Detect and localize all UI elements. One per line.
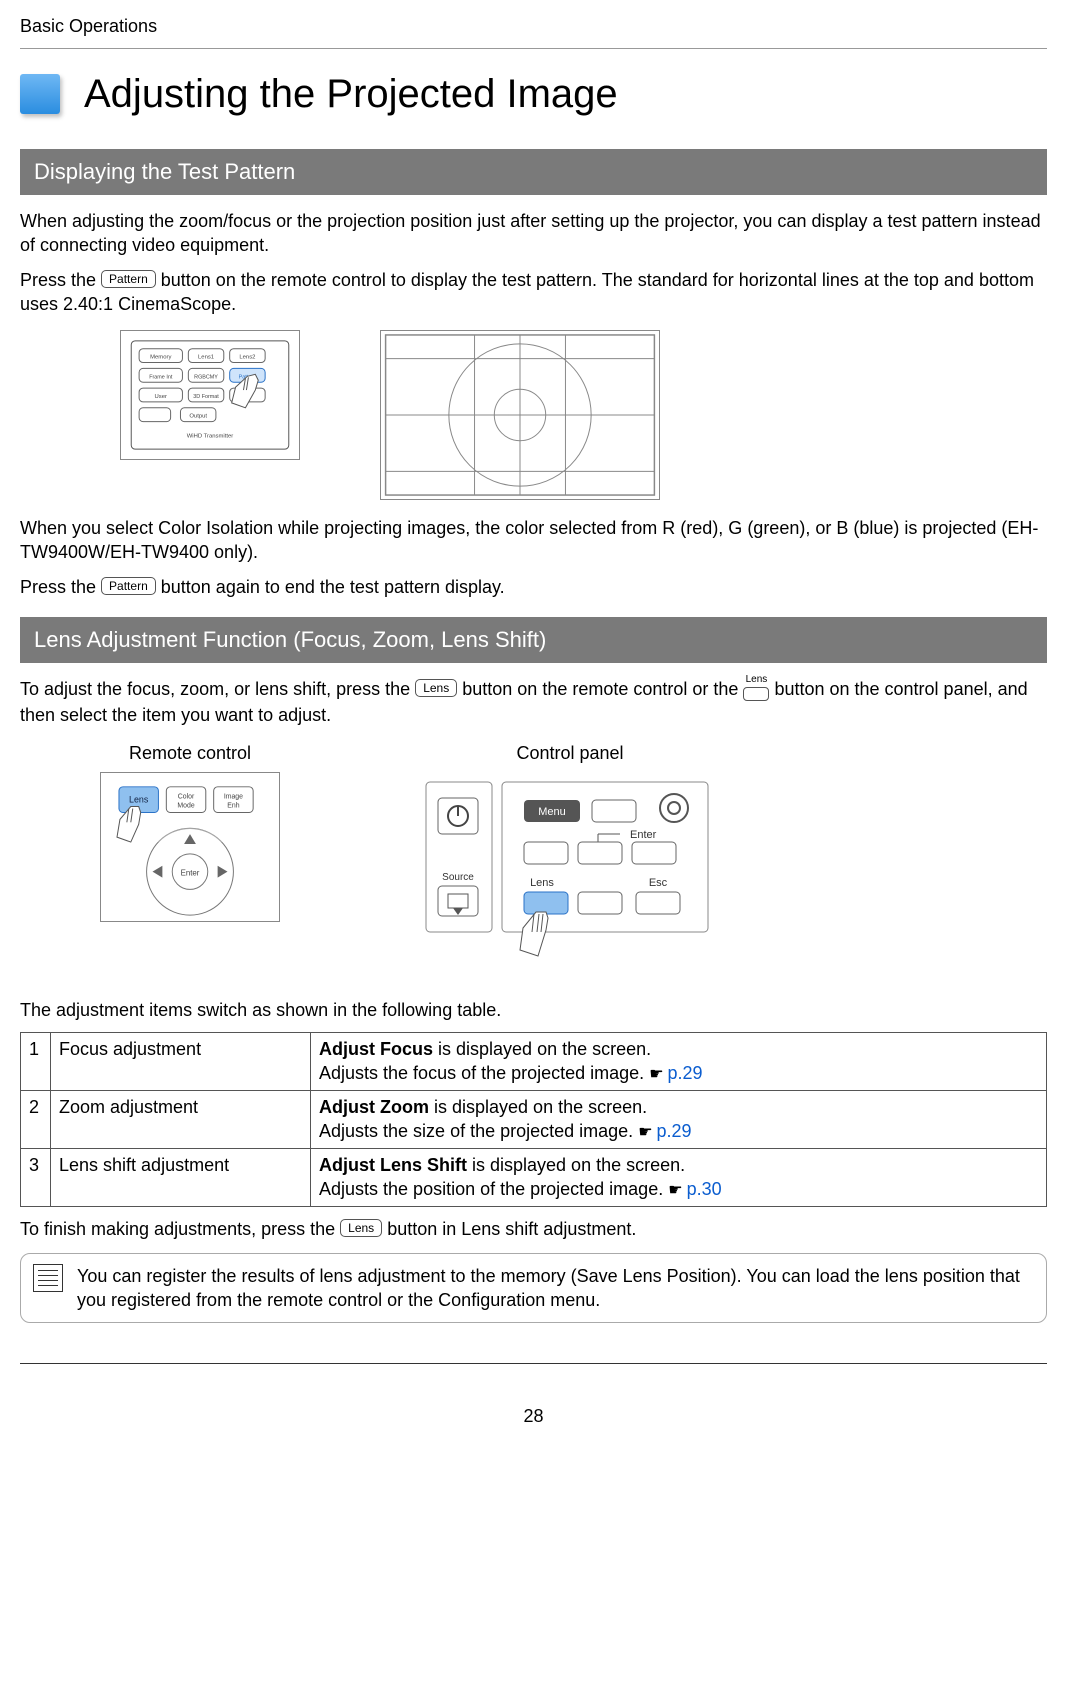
figure-remote-pattern: Memory Lens1 Lens2 Frame Int RGBCMY Patt… bbox=[120, 330, 300, 460]
figure-caption-panel: Control panel bbox=[420, 741, 720, 765]
bold-label: Adjust Lens Shift bbox=[319, 1155, 467, 1175]
page-link[interactable]: p.29 bbox=[649, 1063, 702, 1083]
para-adjust-switch: The adjustment items switch as shown in … bbox=[20, 998, 1047, 1022]
note-text: You can register the results of lens adj… bbox=[77, 1264, 1034, 1313]
figure-caption-remote: Remote control bbox=[100, 741, 280, 765]
para-press-pattern-end: Press the Pattern button again to end th… bbox=[20, 575, 1047, 599]
text-fragment: button on the remote control to display … bbox=[20, 270, 1034, 314]
table-row: 2 Zoom adjustment Adjust Zoom is display… bbox=[21, 1090, 1047, 1148]
svg-text:Mode: Mode bbox=[177, 802, 194, 809]
figure-remote-lens: Lens Color Mode Image Enh Enter bbox=[100, 772, 280, 922]
table-adjustment-items: 1 Focus adjustment Adjust Focus is displ… bbox=[20, 1032, 1047, 1207]
divider-top bbox=[20, 48, 1047, 49]
lens-panel-button-box bbox=[743, 687, 769, 701]
figure-control-panel: Source Menu Enter bbox=[420, 772, 720, 982]
lens-button-icon: Lens bbox=[415, 679, 457, 697]
pattern-button-icon: Pattern bbox=[101, 270, 156, 288]
text-fragment: button again to end the test pattern dis… bbox=[161, 577, 505, 597]
page-link[interactable]: p.30 bbox=[668, 1179, 721, 1199]
cell-desc: Adjust Zoom is displayed on the screen. … bbox=[311, 1090, 1047, 1148]
para-press-pattern: Press the Pattern button on the remote c… bbox=[20, 268, 1047, 317]
text-fragment: button on the remote control or the bbox=[462, 679, 743, 699]
lens-button-icon: Lens bbox=[340, 1219, 382, 1237]
text-fragment: Press the bbox=[20, 577, 101, 597]
svg-text:Lens1: Lens1 bbox=[198, 355, 214, 361]
svg-text:RGBCMY: RGBCMY bbox=[194, 374, 218, 380]
cell-name: Focus adjustment bbox=[51, 1032, 311, 1090]
svg-text:Source: Source bbox=[442, 872, 474, 883]
text-fragment: To adjust the focus, zoom, or lens shift… bbox=[20, 679, 415, 699]
svg-text:Enter: Enter bbox=[630, 829, 657, 841]
para-test-pattern-intro: When adjusting the zoom/focus or the pro… bbox=[20, 209, 1047, 258]
cell-name: Lens shift adjustment bbox=[51, 1148, 311, 1206]
note-box: You can register the results of lens adj… bbox=[20, 1253, 1047, 1324]
pattern-button-icon: Pattern bbox=[101, 577, 156, 595]
svg-text:Lens2: Lens2 bbox=[239, 355, 255, 361]
page-title: Adjusting the Projected Image bbox=[84, 67, 618, 121]
text-fragment: Adjusts the focus of the projected image… bbox=[319, 1063, 649, 1083]
breadcrumb: Basic Operations bbox=[20, 10, 1047, 48]
cell-desc: Adjust Lens Shift is displayed on the sc… bbox=[311, 1148, 1047, 1206]
page-number: 28 bbox=[20, 1404, 1047, 1428]
cell-num: 1 bbox=[21, 1032, 51, 1090]
cell-num: 2 bbox=[21, 1090, 51, 1148]
page-link[interactable]: p.29 bbox=[638, 1121, 691, 1141]
svg-text:Enter: Enter bbox=[181, 868, 200, 877]
section-heading-lens-adjustment: Lens Adjustment Function (Focus, Zoom, L… bbox=[20, 617, 1047, 663]
lens-panel-button-label: Lens bbox=[746, 675, 768, 685]
text-fragment: is displayed on the screen. bbox=[433, 1039, 651, 1059]
cell-name: Zoom adjustment bbox=[51, 1090, 311, 1148]
text-fragment: is displayed on the screen. bbox=[467, 1155, 685, 1175]
svg-text:Menu: Menu bbox=[538, 806, 566, 818]
title-bullet-icon bbox=[20, 74, 60, 114]
text-fragment: is displayed on the screen. bbox=[429, 1097, 647, 1117]
svg-text:User: User bbox=[155, 394, 167, 400]
cell-desc: Adjust Focus is displayed on the screen.… bbox=[311, 1032, 1047, 1090]
para-lens-intro: To adjust the focus, zoom, or lens shift… bbox=[20, 677, 1047, 728]
svg-text:Lens: Lens bbox=[530, 877, 554, 889]
text-fragment: Adjusts the size of the projected image. bbox=[319, 1121, 638, 1141]
svg-text:Output: Output bbox=[189, 414, 207, 420]
svg-text:Frame Int: Frame Int bbox=[149, 374, 173, 380]
section-heading-test-pattern: Displaying the Test Pattern bbox=[20, 149, 1047, 195]
table-row: 3 Lens shift adjustment Adjust Lens Shif… bbox=[21, 1148, 1047, 1206]
table-row: 1 Focus adjustment Adjust Focus is displ… bbox=[21, 1032, 1047, 1090]
para-finish-adjust: To finish making adjustments, press the … bbox=[20, 1217, 1047, 1241]
text-fragment: button in Lens shift adjustment. bbox=[387, 1219, 636, 1239]
divider-bottom bbox=[20, 1363, 1047, 1364]
svg-text:Lens: Lens bbox=[129, 794, 149, 804]
para-color-isolation: When you select Color Isolation while pr… bbox=[20, 516, 1047, 565]
figure-test-pattern bbox=[380, 330, 660, 500]
svg-text:Enh: Enh bbox=[227, 802, 239, 809]
svg-text:3D Format: 3D Format bbox=[193, 394, 219, 400]
lens-panel-button-icon: Lens bbox=[743, 675, 769, 701]
svg-text:Memory: Memory bbox=[150, 355, 171, 361]
bold-label: Adjust Zoom bbox=[319, 1097, 429, 1117]
svg-text:Image: Image bbox=[224, 793, 243, 800]
svg-text:Esc: Esc bbox=[649, 877, 668, 889]
text-fragment: To finish making adjustments, press the bbox=[20, 1219, 340, 1239]
note-icon bbox=[33, 1264, 63, 1292]
text-fragment: Press the bbox=[20, 270, 101, 290]
bold-label: Adjust Focus bbox=[319, 1039, 433, 1059]
svg-text:Color: Color bbox=[178, 793, 195, 800]
cell-num: 3 bbox=[21, 1148, 51, 1206]
text-fragment: Adjusts the position of the projected im… bbox=[319, 1179, 668, 1199]
svg-text:WiHD Transmitter: WiHD Transmitter bbox=[187, 434, 234, 440]
